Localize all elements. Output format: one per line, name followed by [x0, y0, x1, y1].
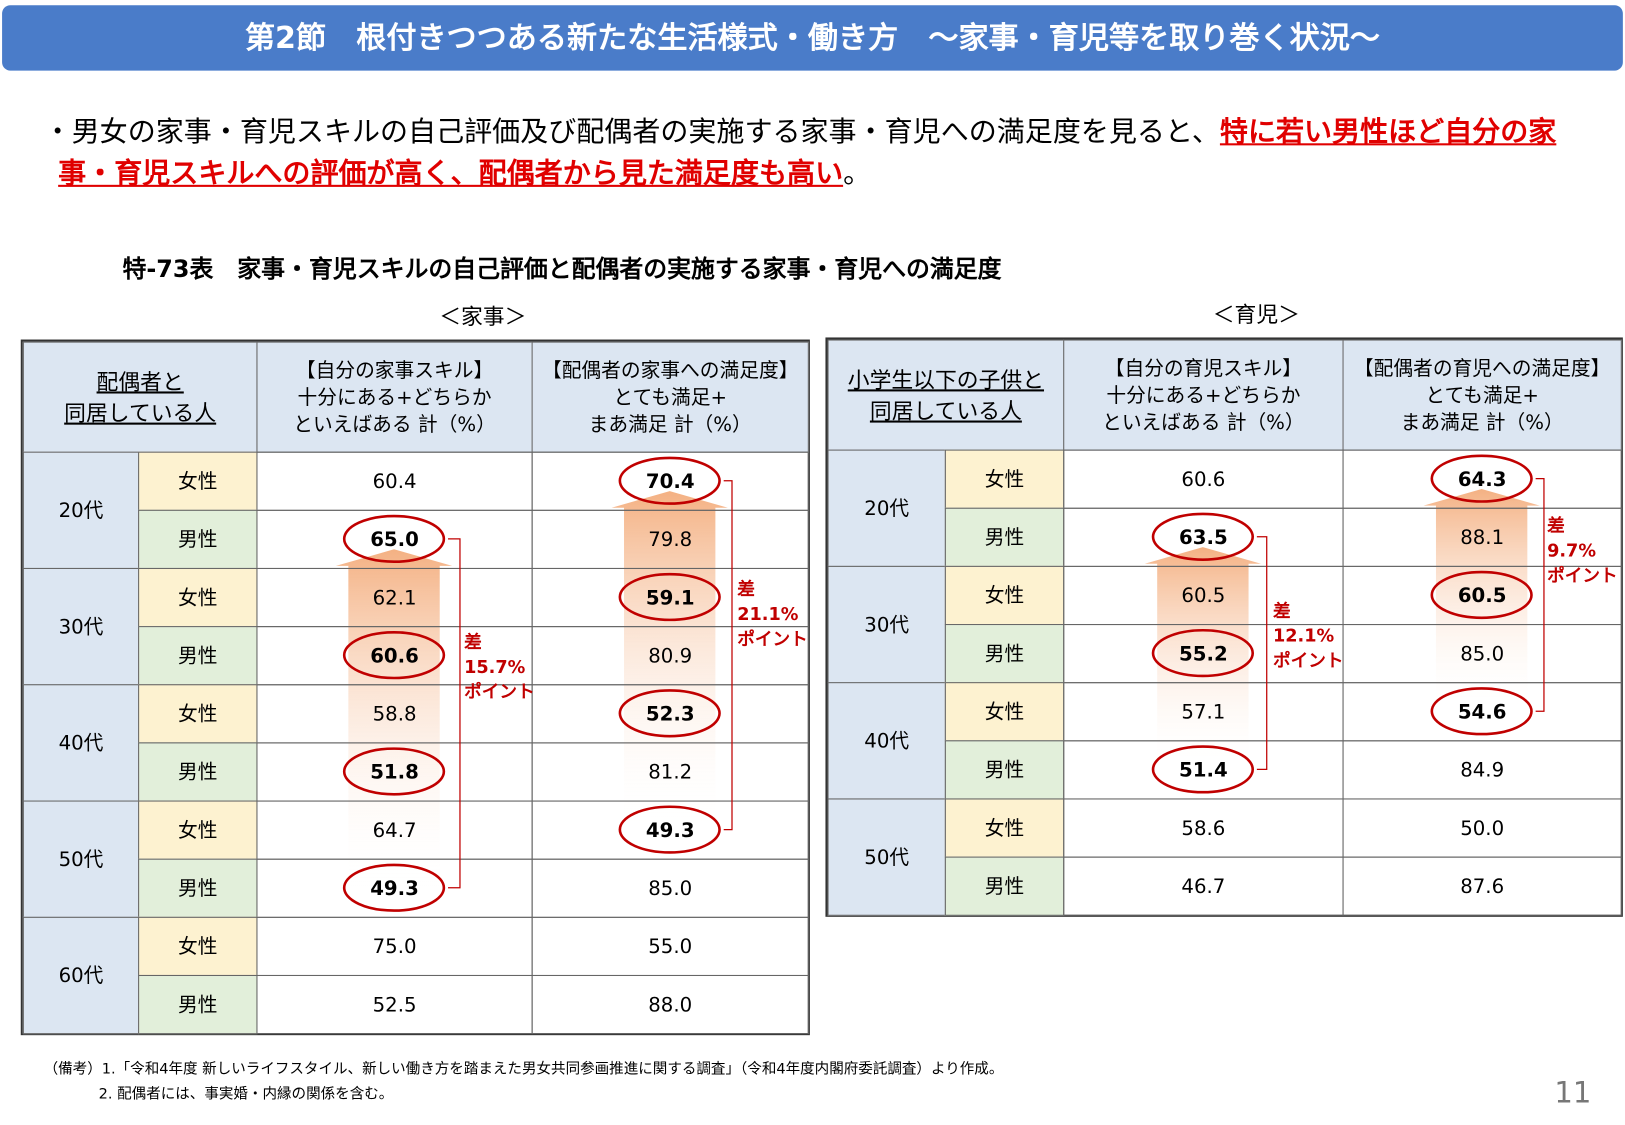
summary-lead: ・男女の家事・育児スキルの自己評価及び配偶者の実施する家事・育児への満足度を見る… [43, 116, 1220, 149]
difference-note: 差 21.1% ポイント [737, 579, 808, 650]
table: 小学生以下の子供と 同居している人 【自分の育児スキル】 十分にある+どちらか と… [825, 337, 1623, 917]
gender-cell: 男性 [138, 509, 258, 569]
value-cell: 51.4 [1063, 740, 1344, 800]
difference-note: 差 12.1% ポイント [1272, 601, 1344, 672]
value-cell: 49.3 [531, 800, 809, 860]
gender-cell: 女性 [944, 798, 1065, 858]
gender-cell: 女性 [138, 451, 258, 511]
gender-cell: 男性 [944, 507, 1065, 567]
value-cell: 79.8 [531, 509, 809, 569]
value-cell: 88.0 [531, 974, 809, 1035]
gender-cell: 女性 [944, 682, 1065, 742]
value-cell: 64.3 [1342, 449, 1622, 509]
value-cell: 49.3 [256, 858, 533, 918]
age-cell: 40代 [22, 684, 140, 802]
age-cell: 60代 [22, 916, 140, 1035]
header-cell: 【配偶者の家事への満足度】 とても満足+ まあ満足 計（%） [531, 341, 809, 453]
value-cell: 63.5 [1063, 507, 1344, 567]
difference-note: 差 15.7% ポイント [464, 632, 535, 703]
table-caption: ＜家事＞ [439, 304, 527, 330]
table-caption: ＜育児＞ [1212, 302, 1300, 328]
gender-cell: 女性 [138, 567, 258, 628]
gender-cell: 男性 [138, 626, 258, 686]
age-cell: 40代 [827, 682, 946, 800]
age-cell: 20代 [22, 451, 140, 569]
age-cell: 50代 [22, 800, 140, 918]
gender-cell: 男性 [944, 624, 1065, 684]
value-cell: 64.7 [256, 800, 533, 860]
gender-cell: 女性 [138, 800, 258, 860]
value-cell: 46.7 [1063, 856, 1344, 916]
gender-cell: 女性 [944, 449, 1065, 509]
value-cell: 62.1 [256, 567, 533, 628]
value-cell: 75.0 [256, 916, 533, 977]
page-number: 11 [1554, 1075, 1592, 1110]
gender-cell: 男性 [944, 856, 1065, 916]
gender-cell: 男性 [138, 742, 258, 802]
gender-cell: 女性 [138, 916, 258, 977]
gender-cell: 男性 [138, 974, 258, 1035]
value-cell: 58.6 [1063, 798, 1344, 858]
value-cell: 52.5 [256, 974, 533, 1035]
difference-note: 差 9.7% ポイント [1547, 516, 1618, 587]
value-cell: 70.4 [531, 451, 809, 511]
footnote: 2. 配偶者には、事実婚・内縁の関係を含む。 [98, 1086, 394, 1103]
value-cell: 57.1 [1063, 682, 1344, 742]
value-cell: 65.0 [256, 509, 533, 569]
header-cell: 小学生以下の子供と 同居している人 [827, 339, 1065, 451]
age-cell: 30代 [827, 565, 946, 684]
header-cell: 【自分の家事スキル】 十分にある+どちらか といえばある 計（%） [256, 341, 533, 453]
header-title: 第2節 根付きつつある新たな生活様式・働き方 ～家事・育児等を取り巻く状況～ [2, 5, 1623, 71]
value-cell: 50.0 [1342, 798, 1622, 858]
gender-cell: 男性 [138, 858, 258, 918]
value-cell: 51.8 [256, 742, 533, 802]
value-cell: 60.6 [1063, 449, 1344, 509]
value-cell: 87.6 [1342, 856, 1622, 916]
value-cell: 85.0 [531, 858, 809, 918]
header-cell: 【配偶者の育児への満足度】 とても満足+ まあ満足 計（%） [1342, 339, 1622, 451]
value-cell: 84.9 [1342, 740, 1622, 800]
value-cell: 52.3 [531, 684, 809, 744]
value-cell: 54.6 [1342, 682, 1622, 742]
header-cell: 配偶者と 同居している人 [22, 341, 258, 453]
summary: ・男女の家事・育児スキルの自己評価及び配偶者の実施する家事・育児への満足度を見る… [44, 112, 1595, 195]
value-cell: 55.0 [531, 916, 809, 977]
age-cell: 20代 [827, 449, 946, 567]
age-cell: 30代 [22, 567, 140, 686]
summary-highlight: 特に若い男性ほど自分の家事・育児スキルへの評価が高く、配偶者から見た満足度も高い [58, 116, 1557, 191]
footnote: （備考）1.「令和4年度 新しいライフスタイル、新しい働き方を踏まえた男女共同参… [43, 1061, 1004, 1078]
gender-cell: 女性 [944, 565, 1065, 626]
gender-cell: 女性 [138, 684, 258, 744]
header-cell: 【自分の育児スキル】 十分にある+どちらか といえばある 計（%） [1063, 339, 1344, 451]
table: 配偶者と 同居している人 【自分の家事スキル】 十分にある+どちらか といえばある… [20, 339, 810, 1036]
table-title: 特-73表 家事・育児スキルの自己評価と配偶者の実施する家事・育児への満足度 [122, 256, 1002, 284]
age-cell: 50代 [827, 798, 946, 916]
summary-end: 。 [843, 157, 872, 191]
value-cell: 81.2 [531, 742, 809, 802]
value-cell: 60.4 [256, 451, 533, 511]
value-cell: 85.0 [1342, 624, 1622, 684]
gender-cell: 男性 [944, 740, 1065, 800]
